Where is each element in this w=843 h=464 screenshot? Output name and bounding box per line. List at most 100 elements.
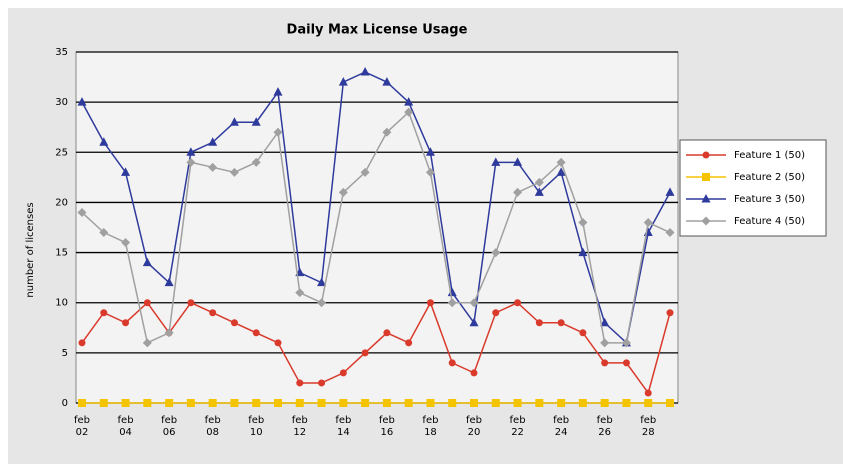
point xyxy=(578,217,588,227)
point xyxy=(666,399,674,407)
point xyxy=(273,87,283,96)
point xyxy=(404,97,414,106)
point xyxy=(447,287,457,297)
series-line xyxy=(81,110,671,344)
x-tick-label: feb 06 xyxy=(161,415,177,438)
point xyxy=(338,77,348,86)
x-tick-label: feb 20 xyxy=(466,415,482,438)
point xyxy=(100,309,108,317)
point xyxy=(252,399,261,407)
point xyxy=(78,399,86,407)
point xyxy=(209,309,217,317)
y-tick-label: 10 xyxy=(55,298,68,309)
point xyxy=(251,117,261,126)
point xyxy=(557,319,565,327)
point xyxy=(534,187,544,196)
point xyxy=(186,147,196,156)
point xyxy=(404,107,414,117)
point xyxy=(229,117,239,126)
legend-marker xyxy=(701,194,711,203)
point xyxy=(426,299,434,307)
x-tick-label: feb 26 xyxy=(597,415,613,438)
point xyxy=(665,228,675,238)
point xyxy=(513,187,523,197)
x-tick-label: feb 28 xyxy=(640,415,656,438)
y-tick-label: 5 xyxy=(62,348,68,359)
point xyxy=(665,187,675,196)
point xyxy=(186,399,195,407)
point xyxy=(513,157,523,166)
point xyxy=(601,359,609,367)
point xyxy=(425,147,435,156)
point xyxy=(251,157,261,167)
point xyxy=(578,399,587,407)
point xyxy=(187,299,195,307)
x-tick-label: feb 08 xyxy=(205,415,221,438)
y-tick-label: 25 xyxy=(55,147,68,158)
point xyxy=(491,248,501,258)
point xyxy=(122,319,130,327)
point xyxy=(339,369,347,377)
point xyxy=(273,127,283,137)
legend-label: Feature 4 (50) xyxy=(734,216,805,227)
point xyxy=(405,339,413,347)
point xyxy=(318,379,326,387)
point xyxy=(142,257,152,267)
x-tick-label: feb 12 xyxy=(292,415,308,438)
legend-label: Feature 3 (50) xyxy=(734,194,805,205)
point xyxy=(274,339,282,347)
point xyxy=(622,399,631,407)
point xyxy=(556,167,566,176)
y-tick-label: 20 xyxy=(55,197,68,208)
point xyxy=(382,399,391,407)
y-axis-label: number of licenses xyxy=(25,202,36,297)
point xyxy=(99,399,108,407)
x-tick-label: feb 04 xyxy=(118,415,134,438)
point xyxy=(77,97,87,106)
point xyxy=(121,238,131,248)
point xyxy=(143,299,151,307)
point xyxy=(600,399,609,407)
point xyxy=(99,228,109,238)
point xyxy=(99,137,109,146)
point xyxy=(78,339,86,347)
x-tick-label: feb 14 xyxy=(335,415,351,438)
x-tick-label: feb 10 xyxy=(248,415,264,438)
point xyxy=(164,277,174,287)
chart-title: Daily Max License Usage xyxy=(287,23,468,38)
legend-marker xyxy=(702,173,710,181)
point xyxy=(383,329,391,337)
point xyxy=(382,77,392,86)
point xyxy=(600,317,610,327)
point xyxy=(513,399,522,407)
point xyxy=(164,328,174,338)
legend-marker xyxy=(702,151,710,159)
point xyxy=(644,389,652,397)
x-tick-label: feb 16 xyxy=(379,415,395,438)
series-line xyxy=(81,300,671,395)
point xyxy=(121,167,131,176)
point xyxy=(361,399,370,407)
point xyxy=(425,167,435,177)
point xyxy=(143,399,152,407)
point xyxy=(165,399,174,407)
point xyxy=(77,207,87,217)
point xyxy=(142,338,152,348)
point xyxy=(666,309,674,317)
point xyxy=(295,399,304,407)
point xyxy=(208,399,217,407)
legend-label: Feature 1 (50) xyxy=(734,150,805,161)
point xyxy=(534,177,544,187)
point xyxy=(317,399,326,407)
point xyxy=(556,157,566,167)
point xyxy=(514,299,522,307)
legend-marker xyxy=(701,216,711,226)
point xyxy=(252,329,260,337)
point xyxy=(404,399,413,407)
point xyxy=(317,298,327,308)
x-tick-label: feb 24 xyxy=(553,415,569,438)
point xyxy=(448,399,457,407)
point xyxy=(186,157,196,167)
point xyxy=(622,359,630,367)
point xyxy=(492,309,500,317)
